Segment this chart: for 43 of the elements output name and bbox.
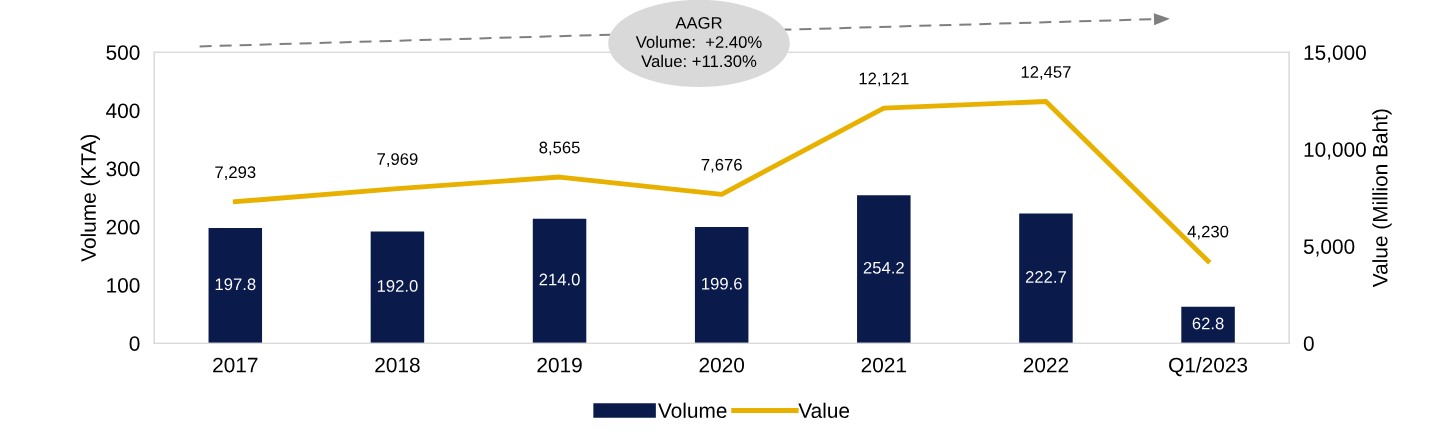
data-label: 199.6 xyxy=(702,277,742,290)
data-label: 197.8 xyxy=(215,278,256,291)
legend-label: Value xyxy=(798,402,850,419)
data-label: 222.7 xyxy=(1025,271,1066,283)
bar xyxy=(208,228,263,344)
y-tick-label: 100 xyxy=(107,278,140,293)
x-tick-label: 2022 xyxy=(1023,357,1069,373)
bar xyxy=(370,231,425,344)
legend-label: Volume xyxy=(658,402,727,419)
y2-tick-label: 10,000 xyxy=(1304,142,1366,160)
x-tick-label: 2017 xyxy=(213,357,258,373)
y2-tick-label: 5,000 xyxy=(1303,239,1355,257)
x-tick-label: 2021 xyxy=(861,357,906,373)
y2-tick-label: 0 xyxy=(1303,336,1314,351)
annotation: AAGR Volume: +2.40% Value: +11.30% xyxy=(635,16,762,68)
bar xyxy=(857,195,911,344)
data-label: 192.0 xyxy=(377,280,418,292)
data-label: 7,293 xyxy=(215,166,256,181)
y-tick-label: 200 xyxy=(106,219,140,235)
y-tick-label: 300 xyxy=(106,161,140,177)
bar xyxy=(1019,213,1073,344)
x-tick-label: 2020 xyxy=(699,357,745,373)
bar xyxy=(1181,306,1235,344)
y-axis-title: Volume (KTA) xyxy=(80,134,101,262)
bar xyxy=(532,218,587,344)
data-label: 12,457 xyxy=(1021,66,1071,80)
y2-axis-title: Value (Million Baht) xyxy=(1372,109,1392,288)
y2-tick-label: 15,000 xyxy=(1304,45,1366,63)
data-label: 4,230 xyxy=(1187,225,1229,240)
x-tick-label: Q1/2023 xyxy=(1169,357,1248,377)
y-tick-label: 500 xyxy=(106,45,140,60)
x-tick-label: 2019 xyxy=(537,357,582,373)
bar xyxy=(694,227,749,344)
y-tick-label: 0 xyxy=(129,336,140,351)
data-label: 7,969 xyxy=(377,153,418,167)
data-label: 254.2 xyxy=(863,261,904,274)
data-label: 12,121 xyxy=(859,72,909,87)
data-label: 62.8 xyxy=(1192,317,1224,330)
x-tick-label: 2018 xyxy=(375,357,420,373)
data-label: 214.0 xyxy=(539,273,580,286)
data-label: 8,565 xyxy=(539,141,580,156)
y-tick-label: 400 xyxy=(106,103,140,119)
data-label: 7,676 xyxy=(701,158,742,173)
